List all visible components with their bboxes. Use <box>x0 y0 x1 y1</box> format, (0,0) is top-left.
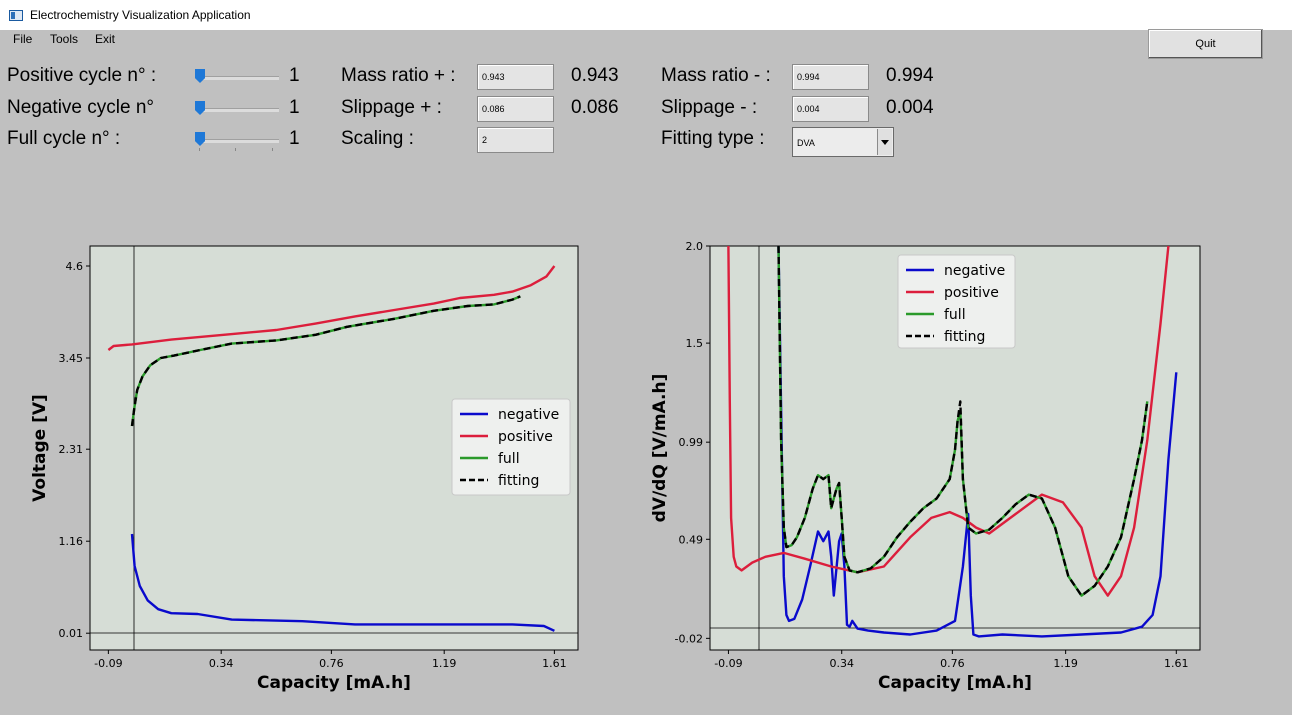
slippage-pos-field[interactable]: 0.086 <box>477 96 554 122</box>
positive-cycle-label: Positive cycle n° : <box>7 65 157 86</box>
full-cycle-slider[interactable] <box>193 129 283 151</box>
x-tick-label: 0.34 <box>829 657 854 670</box>
full-cycle-value: 1 <box>289 128 300 149</box>
y-tick-label: 1.16 <box>59 535 84 548</box>
x-tick-label: -0.09 <box>94 657 122 670</box>
series-group <box>727 246 1178 638</box>
menu-file[interactable]: File <box>13 32 33 46</box>
chevron-down-icon[interactable] <box>877 129 892 155</box>
series-line-negative <box>130 533 555 632</box>
legend-label-fitting: fitting <box>944 329 985 345</box>
y-tick-label: 0.49 <box>679 533 704 546</box>
negative-cycle-value: 1 <box>289 97 300 118</box>
mass-ratio-pos-label: Mass ratio + : <box>341 65 456 86</box>
mass-ratio-pos-field[interactable]: 0.943 <box>477 64 554 90</box>
x-tick-label: 1.61 <box>542 657 567 670</box>
slider-track <box>197 139 279 143</box>
slider-track <box>197 108 279 112</box>
slider-thumb[interactable] <box>195 101 205 115</box>
full-cycle-label: Full cycle n° : <box>7 128 121 149</box>
menu-tools[interactable]: Tools <box>50 32 79 46</box>
x-tick-label: 1.61 <box>1164 657 1189 670</box>
y-axis-label: dV/dQ [V/mA.h] <box>650 374 670 523</box>
series-line-fitting <box>777 246 1149 597</box>
scaling-field[interactable]: 2 <box>477 127 554 153</box>
y-tick-label: 3.45 <box>59 352 84 365</box>
y-tick-label: 2.0 <box>686 240 704 253</box>
quit-button[interactable]: Quit <box>1148 29 1263 59</box>
slider-track <box>197 76 279 80</box>
slider-thumb[interactable] <box>195 132 205 146</box>
window-title: Electrochemistry Visualization Applicati… <box>30 8 251 22</box>
positive-cycle-value: 1 <box>289 65 300 86</box>
series-group <box>107 265 556 632</box>
series-line-positive <box>727 246 1170 597</box>
slider-thumb[interactable] <box>195 69 205 83</box>
x-tick-label: 0.76 <box>319 657 344 670</box>
y-tick-label: 4.6 <box>66 260 84 273</box>
series-line-fitting <box>130 295 521 427</box>
slippage-pos-label: Slippage + : <box>341 97 442 118</box>
menu-exit[interactable]: Exit <box>95 32 116 46</box>
y-tick-label: -0.02 <box>675 632 703 645</box>
slippage-neg-field[interactable]: 0.004 <box>792 96 869 122</box>
slippage-neg-label: Slippage - : <box>661 97 758 118</box>
slippage-pos-value: 0.086 <box>571 97 619 118</box>
legend-box <box>451 398 571 496</box>
x-axis-label: Capacity [mA.h] <box>257 673 411 693</box>
positive-cycle-slider[interactable] <box>193 66 283 88</box>
legend-label-positive: positive <box>944 285 999 301</box>
y-tick-label: 0.99 <box>679 436 704 449</box>
fitting-type-select[interactable]: DVA <box>792 127 894 157</box>
negative-cycle-label: Negative cycle n° <box>7 97 154 118</box>
fitting-type-selected: DVA <box>797 138 815 148</box>
dvdq-chart: -0.09 0.34 0.76 1.19 1.61 -0.02 0.49 0.99 1.5 2.0… <box>650 240 1201 693</box>
slippage-neg-value: 0.004 <box>886 97 934 118</box>
y-axis-label: Voltage [V] <box>30 394 50 502</box>
mass-ratio-neg-field[interactable]: 0.994 <box>792 64 869 90</box>
mass-ratio-pos-value: 0.943 <box>571 65 619 86</box>
fitting-type-label: Fitting type : <box>661 128 765 149</box>
legend-label-positive: positive <box>498 429 553 445</box>
x-tick-label: 0.76 <box>940 657 965 670</box>
app-window-icon <box>9 10 23 21</box>
mass-ratio-neg-value: 0.994 <box>886 65 934 86</box>
negative-cycle-slider[interactable] <box>193 98 283 120</box>
x-axis-label: Capacity [mA.h] <box>878 673 1032 693</box>
y-tick-label: 2.31 <box>59 443 84 456</box>
x-tick-label: 1.19 <box>1053 657 1078 670</box>
x-tick-label: 0.34 <box>209 657 234 670</box>
legend-label-full: full <box>944 307 966 323</box>
legend-label-fitting: fitting <box>498 473 539 489</box>
mass-ratio-neg-label: Mass ratio - : <box>661 65 771 86</box>
y-tick-label: 1.5 <box>686 337 704 350</box>
slider-ticks <box>199 148 277 151</box>
legend-label-negative: negative <box>498 407 559 423</box>
x-tick-label: -0.09 <box>714 657 742 670</box>
legend-label-full: full <box>498 451 520 467</box>
voltage-chart: -0.09 0.34 0.76 1.19 1.61 0.01 1.16 2.31 3.45 4.6… <box>30 245 579 693</box>
y-tick-label: 0.01 <box>59 627 84 640</box>
legend-label-negative: negative <box>944 263 1005 279</box>
series-line-positive <box>107 265 556 351</box>
legend-box <box>897 254 1016 349</box>
scaling-label: Scaling : <box>341 128 414 149</box>
x-tick-label: 1.19 <box>432 657 457 670</box>
window-titlebar: Electrochemistry Visualization Applicati… <box>0 0 1292 30</box>
